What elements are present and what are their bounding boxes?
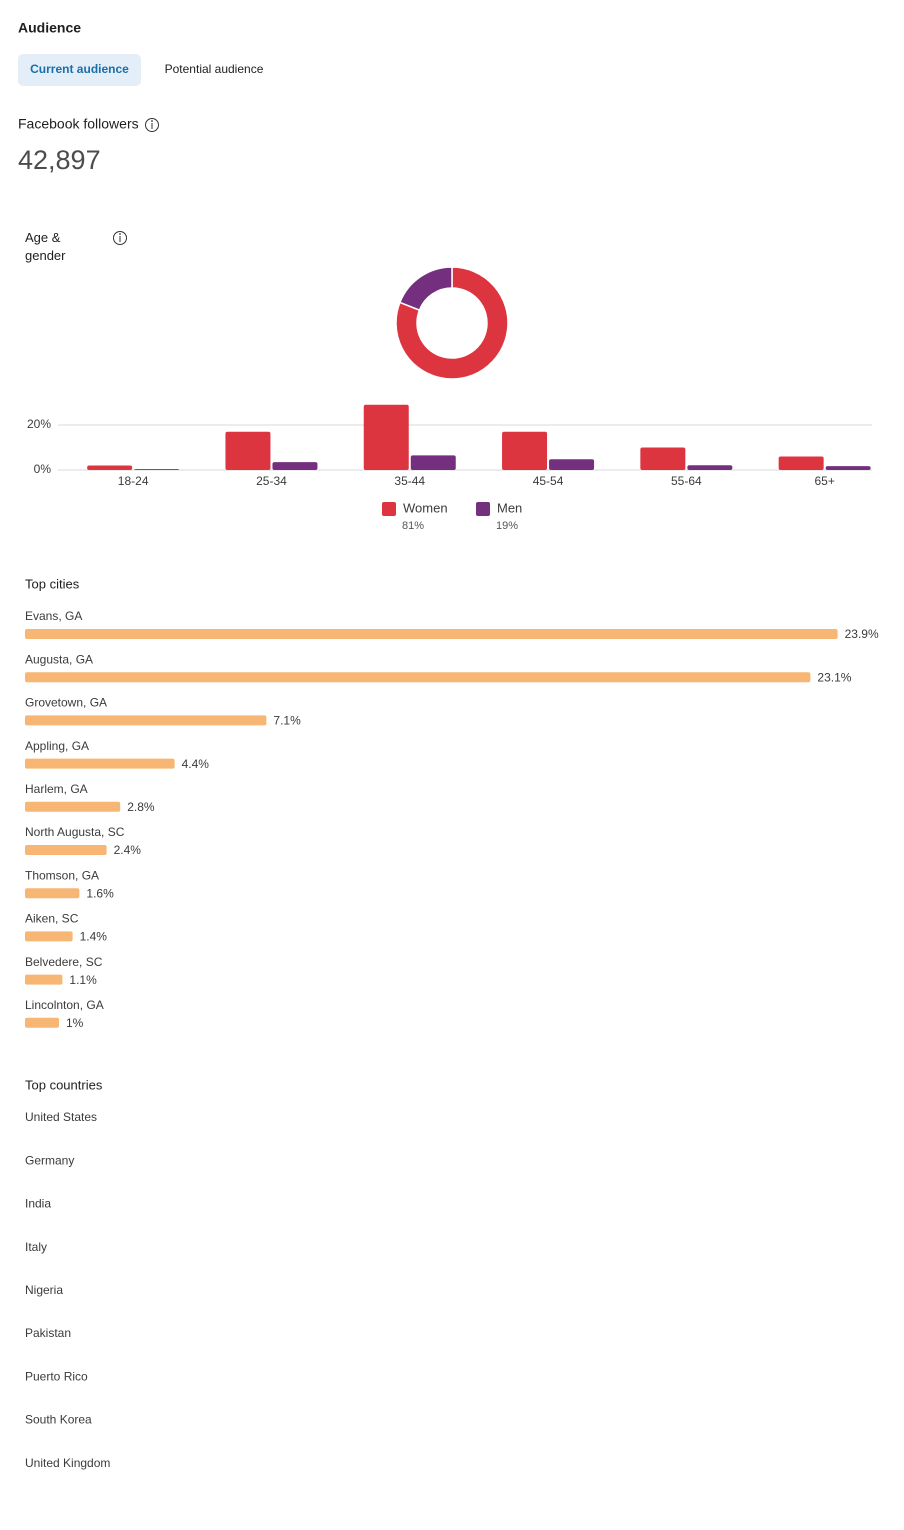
x-tick-label: 65+ <box>814 474 834 488</box>
value-label: 7.1% <box>273 714 301 728</box>
value-label: 2.4% <box>114 843 142 857</box>
value-label: 2.8% <box>127 800 155 814</box>
legend-label: Men <box>497 500 522 515</box>
city-label: Evans, GA <box>25 609 82 623</box>
country-label: Pakistan <box>25 1326 71 1340</box>
city-label: Aiken, SC <box>25 912 79 926</box>
country-label: Nigeria <box>25 1283 63 1297</box>
bar <box>25 629 838 639</box>
x-tick-label: 35-44 <box>394 474 425 488</box>
bar <box>778 456 824 470</box>
city-label: Augusta, GA <box>25 652 93 666</box>
countries-title: Top countries <box>25 1077 103 1092</box>
value-label: 4.4% <box>182 757 210 771</box>
bar <box>25 801 121 812</box>
bar <box>25 931 73 942</box>
legend-value: 81% <box>402 520 424 532</box>
country-label: Puerto Rico <box>25 1369 88 1383</box>
country-label: Italy <box>25 1240 47 1254</box>
cities-title: Top cities <box>25 576 80 591</box>
bar <box>25 1017 59 1028</box>
info-icon[interactable] <box>113 231 127 245</box>
x-tick-label: 55-64 <box>671 474 702 488</box>
city-label: North Augusta, SC <box>25 825 125 839</box>
country-label: United Kingdom <box>25 1456 110 1470</box>
country-label: Germany <box>25 1153 74 1167</box>
country-label: United States <box>25 1110 97 1124</box>
x-tick-label: 18-24 <box>118 474 149 488</box>
bar <box>502 431 548 470</box>
city-label: Harlem, GA <box>25 782 88 796</box>
x-tick-label: 25-34 <box>256 474 287 488</box>
bar <box>25 715 267 726</box>
legend-swatch <box>382 502 396 516</box>
bar <box>25 888 80 899</box>
bar <box>134 469 180 470</box>
followers-label: Facebook followers <box>18 116 139 132</box>
tab-active-bg[interactable] <box>18 54 141 86</box>
value-label: 1.1% <box>69 973 97 987</box>
donut-segment <box>395 266 509 380</box>
value-label: 23.1% <box>817 670 851 684</box>
country-label: South Korea <box>25 1413 92 1427</box>
city-label: Grovetown, GA <box>25 696 107 710</box>
bar <box>25 672 811 683</box>
age-gender-title: Age & gender <box>25 230 66 263</box>
value-label: 1% <box>66 1016 84 1030</box>
city-label: Thomson, GA <box>25 868 99 882</box>
bar <box>225 431 271 470</box>
y-tick-label: 20% <box>27 417 51 431</box>
tab[interactable]: Potential audience <box>165 62 264 76</box>
legend-swatch <box>476 502 490 516</box>
country-label: India <box>25 1197 51 1211</box>
city-label: Belvedere, SC <box>25 955 103 969</box>
age-gender-title-box: Age & gender <box>25 230 66 263</box>
legend-label: Women <box>403 500 448 515</box>
value-label: 1.4% <box>80 930 108 944</box>
city-label: Appling, GA <box>25 739 89 753</box>
city-label: Lincolnton, GA <box>25 998 104 1012</box>
tab[interactable]: Current audience <box>30 62 129 76</box>
legend-value: 19% <box>496 520 518 532</box>
info-icon[interactable] <box>145 118 159 132</box>
x-tick-label: 45-54 <box>533 474 564 488</box>
bar <box>640 447 686 470</box>
bar <box>25 974 63 985</box>
bar <box>410 455 456 470</box>
value-label: 23.9% <box>845 627 879 641</box>
bar <box>363 404 409 470</box>
bar <box>272 462 318 470</box>
bar <box>549 459 595 470</box>
y-tick-label: 0% <box>34 462 52 476</box>
bar <box>87 465 133 470</box>
bar <box>687 465 733 470</box>
bar <box>825 466 871 470</box>
donut-segment <box>398 266 453 312</box>
value-label: 1.6% <box>86 886 114 900</box>
bar <box>25 758 175 769</box>
bar <box>25 845 107 855</box>
followers-count: 42,897 <box>18 145 101 175</box>
page-title: Audience <box>18 20 81 36</box>
